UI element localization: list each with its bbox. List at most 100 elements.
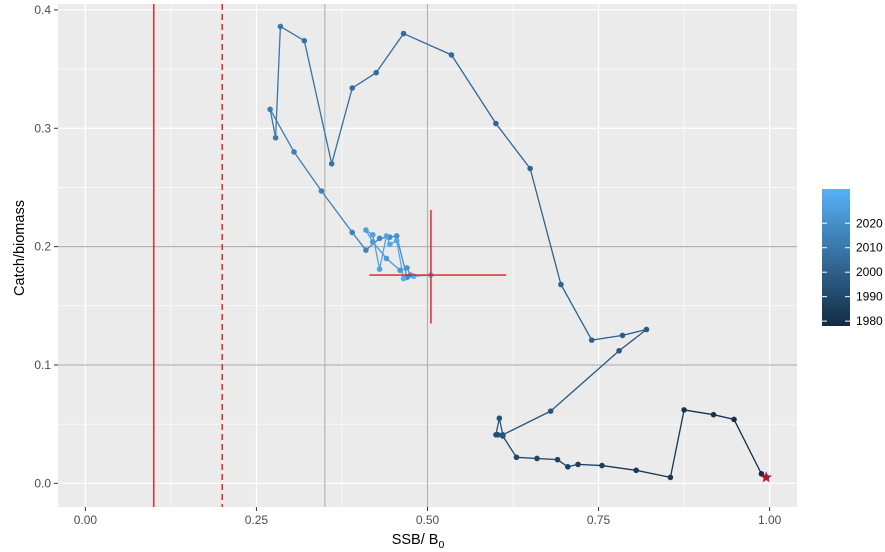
- data-point: [619, 332, 626, 339]
- y-axis-ticks: 0.0 0.1 0.2 0.3 0.4: [34, 3, 58, 490]
- x-tick-label: 0.75: [587, 513, 611, 527]
- trajectory-segment: [351, 72, 377, 89]
- data-point: [267, 106, 273, 113]
- data-point: [277, 23, 284, 30]
- trajectory-segment: [269, 109, 277, 138]
- trajectory-segment: [733, 419, 762, 475]
- trajectory-segment: [378, 235, 388, 270]
- data-point: [400, 30, 407, 37]
- data-point: [376, 266, 383, 272]
- data-point: [369, 239, 376, 245]
- trajectory-segment: [396, 240, 405, 279]
- data-point: [496, 415, 503, 422]
- x-tick-label: 0.25: [245, 513, 269, 527]
- data-point: [363, 247, 369, 253]
- data-point: [554, 456, 561, 463]
- data-point: [448, 52, 455, 58]
- x-tick-label: 1.00: [758, 513, 782, 527]
- data-point: [393, 237, 400, 244]
- trajectory-segment: [375, 33, 405, 74]
- data-point: [393, 233, 400, 239]
- data-point: [758, 471, 765, 477]
- trajectory-segment: [683, 409, 714, 416]
- data-point: [387, 241, 393, 248]
- data-point: [369, 231, 376, 238]
- data-point: [291, 149, 297, 155]
- trajectory-segment: [502, 435, 518, 458]
- trajectory-segment: [578, 463, 603, 467]
- data-point: [397, 267, 403, 274]
- data-point: [318, 188, 325, 194]
- start-point-marker: [760, 471, 772, 483]
- data-point: [633, 467, 639, 474]
- trajectory-segment: [403, 32, 452, 56]
- data-point: [731, 416, 737, 423]
- data-point: [349, 229, 356, 236]
- trajectory-segment: [303, 40, 333, 164]
- data-point: [558, 281, 564, 288]
- legend-label: 2010: [856, 241, 883, 255]
- legend-label: 2000: [856, 265, 883, 279]
- x-axis-title: SSB/ B0: [392, 532, 445, 551]
- legend-label: 2020: [856, 216, 883, 230]
- data-point: [411, 273, 417, 280]
- data-point: [667, 474, 674, 481]
- trajectory-segment: [622, 328, 647, 337]
- data-point: [349, 85, 356, 91]
- data-point: [376, 235, 383, 242]
- trajectory-segment: [386, 257, 401, 271]
- data-point: [643, 326, 650, 333]
- data-point: [383, 233, 390, 239]
- y-axis-title: Catch/biomass: [12, 200, 28, 296]
- data-point: [400, 275, 407, 282]
- trajectory-segment: [351, 232, 367, 251]
- current-estimate: [369, 209, 507, 324]
- trajectory-segment: [502, 410, 551, 436]
- trajectory-segment: [280, 25, 305, 42]
- trajectory-segment: [495, 123, 531, 169]
- data-point: [363, 227, 369, 233]
- data-point: [564, 463, 571, 470]
- data-point: [499, 432, 506, 438]
- trajectory-segment: [591, 334, 623, 341]
- y-tick-label: 0.1: [34, 358, 51, 372]
- legend-label: 1990: [856, 290, 883, 304]
- data-point: [547, 408, 554, 414]
- data-point: [383, 255, 390, 262]
- trajectory-segment: [560, 284, 593, 341]
- trajectory-segment: [498, 418, 504, 435]
- trajectory-segment: [618, 328, 647, 352]
- data-point: [513, 454, 520, 461]
- data-point: [616, 347, 622, 354]
- x-tick-label: 0.00: [74, 513, 98, 527]
- trajectory-segment: [516, 456, 538, 460]
- y-tick-label: 0.3: [34, 121, 51, 135]
- legend-label: 1980: [856, 314, 883, 328]
- legend-colorbar: [822, 189, 850, 326]
- data-point: [493, 120, 499, 127]
- trajectory-segment: [636, 469, 671, 479]
- data-point: [272, 134, 279, 141]
- data-point: [328, 160, 335, 167]
- data-point: [575, 461, 581, 468]
- y-tick-label: 0.0: [34, 476, 51, 490]
- data-point: [681, 407, 687, 413]
- trajectory-segment: [450, 54, 497, 124]
- y-tick-label: 0.2: [34, 240, 51, 254]
- trajectory-segment: [320, 190, 353, 233]
- trajectory-segment: [331, 87, 353, 164]
- trajectory-segment: [601, 464, 637, 471]
- trajectory-segment: [669, 409, 685, 478]
- data-point: [534, 455, 540, 462]
- reference-lines: [58, 4, 797, 507]
- x-tick-label: 0.50: [416, 513, 440, 527]
- data-point: [588, 337, 595, 343]
- data-point: [599, 462, 605, 469]
- legend-ticks: 2020 2010 2000 1990 1980: [822, 216, 883, 328]
- data-point: [493, 432, 499, 438]
- trajectory-segment: [536, 457, 558, 461]
- data-point: [301, 37, 308, 44]
- trajectory-segment: [269, 109, 295, 153]
- data-point: [404, 265, 410, 271]
